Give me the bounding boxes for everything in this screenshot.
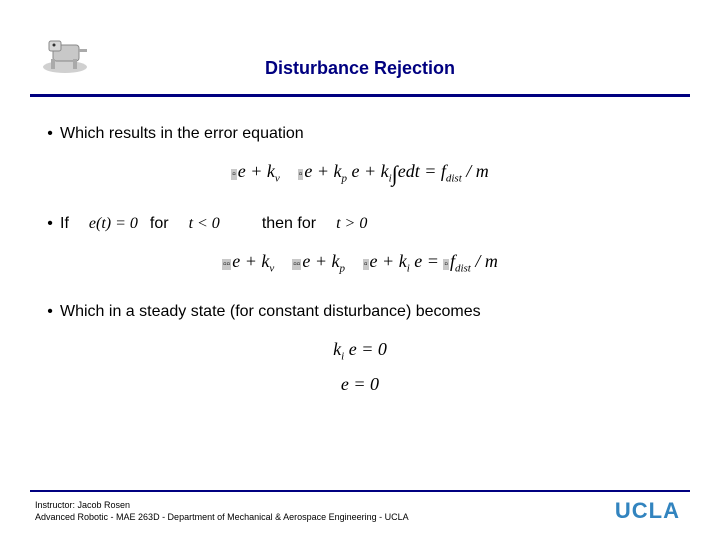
footer-text: Instructor: Jacob Rosen Advanced Robotic… — [35, 500, 409, 523]
divider-bottom — [30, 490, 690, 492]
bullet-text: If — [60, 215, 77, 233]
footer-line-2: Advanced Robotic - MAE 263D - Department… — [35, 512, 409, 524]
bullet-text: Which results in the error equation — [60, 125, 312, 143]
bullet-text: Which in a steady state (for constant di… — [60, 303, 489, 321]
ucla-logo: UCLA — [615, 498, 680, 524]
footer-line-1: Instructor: Jacob Rosen — [35, 500, 409, 512]
slide-content: • Which results in the error equation ▫e… — [0, 100, 720, 395]
equation-2: ▫▫e + kv▫▫e + kp▫e + ki e = ▫fdist / m — [40, 251, 680, 275]
equation-inline: t > 0 — [324, 215, 379, 233]
bullet-text: then for — [262, 215, 324, 233]
slide-title: Disturbance Rejection — [0, 0, 720, 79]
slide-header: Disturbance Rejection — [0, 0, 720, 100]
slide-footer: Instructor: Jacob Rosen Advanced Robotic… — [0, 490, 720, 540]
bullet-3: • Which in a steady state (for constant … — [40, 303, 680, 321]
robot-icon — [35, 35, 95, 75]
bullet-text: for — [150, 215, 177, 233]
bullet-dot: • — [40, 125, 60, 143]
equation-3: ki e = 0 — [40, 339, 680, 363]
equation-inline: e(t) = 0 — [77, 215, 150, 233]
equation-1: ▫e + kv▫e + kp e + ki∫edt = fdist / m — [40, 161, 680, 187]
divider-top — [30, 94, 690, 97]
bullet-dot: • — [40, 303, 60, 321]
bullet-dot: • — [40, 215, 60, 233]
equation-4: e = 0 — [40, 374, 680, 395]
bullet-1: • Which results in the error equation — [40, 125, 680, 143]
equation-inline: t < 0 — [177, 215, 232, 233]
bullet-2: • If e(t) = 0 for t < 0 then for t > 0 — [40, 215, 680, 233]
